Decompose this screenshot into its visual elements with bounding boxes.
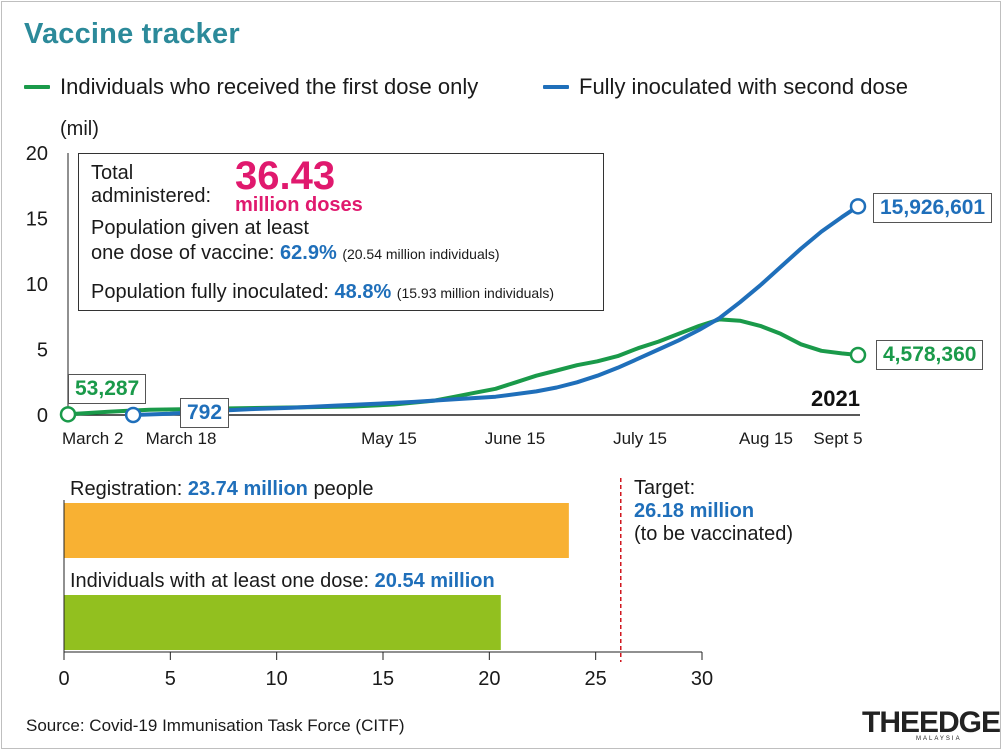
y-tick-label: 5 (37, 340, 48, 362)
callout-first-dose-start: 53,287 (68, 374, 147, 404)
fully-line: Population fully inoculated: 48.8% (15.9… (91, 281, 554, 304)
x-tick-label: May 15 (361, 429, 417, 448)
summary-box: Total administered: 36.43 million doses … (78, 153, 604, 311)
series-lines (59, 198, 867, 424)
x-tick-label: June 15 (485, 429, 546, 448)
bar-x-tick-label: 25 (585, 668, 607, 690)
the-edge-logo: THEEDGE (862, 706, 1001, 739)
target-annotation: Target: 26.18 million (to be vaccinated) (634, 477, 793, 546)
dose-bar-label: Individuals with at least one dose: 20.5… (70, 570, 495, 593)
chart-title: Vaccine tracker (24, 18, 240, 50)
dose-value: 20.54 million (374, 570, 495, 592)
year-label: 2021 (811, 386, 860, 411)
y-tick-label: 0 (37, 405, 48, 427)
bar-x-tick-label: 5 (165, 668, 176, 690)
target-label: Target: (634, 477, 696, 499)
bar-chart: 0 5 10 15 20 25 30 (58, 478, 713, 690)
y-tick-label: 15 (26, 209, 48, 231)
x-tick-label: Aug 15 (739, 429, 793, 448)
legend-swatch-blue (543, 85, 569, 89)
y-axis: 0 5 10 15 20 (26, 143, 69, 427)
y-tick-label: 20 (26, 143, 48, 165)
total-administered-value: 36.43 (235, 154, 336, 198)
fully-detail: (15.93 million individuals) (396, 285, 554, 301)
legend-label-fully: Fully inoculated with second dose (579, 74, 908, 99)
legend-item-first-dose: Individuals who received the first dose … (24, 74, 478, 100)
target-value: 26.18 million (634, 500, 755, 522)
legend-label-first-dose: Individuals who received the first dose … (60, 74, 479, 99)
total-administered-unit: million doses (235, 194, 363, 216)
x-tick-label: July 15 (613, 429, 667, 448)
series-line-fully (131, 204, 860, 417)
legend-swatch-green (24, 85, 50, 89)
legend-item-fully: Fully inoculated with second dose (543, 74, 908, 100)
dose-label: Individuals with at least one dose: (70, 570, 370, 592)
bar-at-least-one-dose (64, 595, 501, 650)
bar-x-tick-label: 15 (372, 668, 394, 690)
x-tick-label: Sept 5 (813, 429, 862, 448)
y-tick-label: 10 (26, 274, 48, 296)
series-end-marker (849, 198, 867, 215)
x-tick-label: March 2 (62, 429, 123, 448)
one-dose-label-line-1: Population given at least (91, 217, 309, 239)
bar-x-tick-label: 20 (478, 668, 500, 690)
one-dose-line: one dose of vaccine: 62.9% (20.54 millio… (91, 242, 500, 265)
series-end-marker (849, 346, 867, 364)
source-note: Source: Covid-19 Immunisation Task Force… (26, 716, 405, 735)
bar-x-tick-label: 10 (266, 668, 288, 690)
bar-registration (64, 503, 569, 558)
callout-first-dose-end: 4,578,360 (876, 340, 984, 370)
callout-fully-end: 15,926,601 (873, 193, 993, 223)
one-dose-percent: 62.9% (280, 242, 337, 264)
one-dose-label-line-2: one dose of vaccine: (91, 242, 275, 264)
registration-label: Registration: (70, 478, 183, 500)
series-start-marker (59, 406, 77, 423)
registration-value: 23.74 million (187, 478, 308, 500)
fully-label: Population fully inoculated: (91, 281, 329, 303)
target-note: (to be vaccinated) (634, 523, 793, 545)
bar-x-tick-label: 0 (58, 668, 69, 690)
total-administered-label: Total administered: (91, 162, 212, 207)
the-edge-logo-sub: MALAYSIA (916, 736, 962, 742)
callout-fully-start: 792 (180, 398, 230, 428)
x-tick-label: March 18 (146, 429, 217, 448)
one-dose-detail: (20.54 million individuals) (342, 246, 500, 262)
registration-suffix: people (313, 478, 374, 500)
bar-x-tick-label: 30 (691, 668, 713, 690)
series-start-marker (124, 406, 142, 424)
y-axis-unit: (mil) (60, 118, 99, 140)
fully-percent: 48.8% (334, 281, 392, 303)
registration-bar-label: Registration: 23.74 million people (70, 478, 374, 501)
